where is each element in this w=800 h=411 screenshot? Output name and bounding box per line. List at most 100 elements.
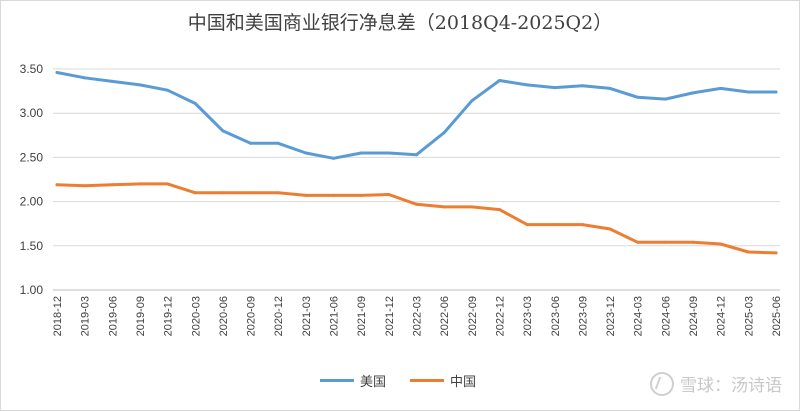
y-tick-label: 1.00: [20, 283, 44, 297]
data-point-china: [636, 240, 640, 244]
x-tick-label: 2020-06: [218, 296, 230, 336]
data-point-us: [249, 141, 253, 145]
snowball-logo-icon: [650, 371, 674, 396]
legend-item-china: 中国: [410, 371, 476, 390]
data-point-china: [608, 227, 612, 231]
data-point-us: [387, 151, 391, 155]
data-point-china: [553, 223, 557, 227]
data-point-china: [276, 191, 280, 195]
data-point-china: [304, 193, 308, 197]
data-point-us: [719, 86, 723, 90]
y-tick-label: 1.50: [20, 239, 44, 253]
x-tick-label: 2019-06: [107, 296, 119, 336]
x-tick-label: 2025-06: [771, 296, 783, 336]
x-tick-label: 2020-09: [246, 296, 258, 336]
x-tick-label: 2019-09: [135, 296, 147, 336]
data-point-china: [663, 240, 667, 244]
x-tick-label: 2019-03: [80, 296, 92, 336]
data-point-us: [83, 76, 87, 80]
watermark-text: 雪球：汤诗语: [680, 376, 782, 396]
x-tick-label: 2022-06: [439, 296, 451, 336]
series-line-us: [55, 71, 778, 160]
data-point-china: [691, 240, 695, 244]
x-tick-label: 2023-06: [550, 296, 562, 336]
data-point-china: [497, 208, 501, 212]
x-tick-label: 2024-06: [660, 296, 672, 336]
data-point-us: [332, 156, 336, 160]
y-tick-label: 2.00: [20, 195, 44, 209]
data-point-us: [608, 86, 612, 90]
data-point-us: [691, 91, 695, 95]
data-point-us: [663, 97, 667, 101]
data-point-us: [580, 84, 584, 88]
data-point-china: [746, 250, 750, 254]
data-point-us: [276, 141, 280, 145]
x-tick-label: 2018-12: [52, 296, 64, 336]
watermark: 雪球：汤诗语: [650, 371, 782, 396]
data-point-china: [138, 182, 142, 186]
data-point-china: [55, 183, 59, 187]
x-tick-label: 2020-03: [190, 296, 202, 336]
data-point-china: [774, 251, 778, 255]
x-tick-label: 2023-03: [522, 296, 534, 336]
data-point-china: [415, 202, 418, 206]
data-point-us: [359, 151, 363, 155]
x-tick-label: 2019-12: [163, 296, 175, 336]
legend-swatch-china: [410, 379, 445, 382]
y-tick-label: 2.50: [20, 150, 44, 164]
data-point-us: [553, 86, 557, 90]
data-point-us: [304, 151, 308, 155]
data-point-china: [221, 191, 225, 195]
x-tick-label: 2020-12: [273, 296, 285, 336]
data-point-china: [83, 184, 87, 188]
data-point-us: [138, 83, 142, 87]
data-point-china: [193, 191, 197, 195]
data-point-us: [746, 90, 750, 94]
y-tick-label: 3.00: [20, 106, 44, 120]
legend-item-us: 美国: [320, 371, 386, 390]
data-point-us: [110, 79, 114, 83]
data-point-china: [249, 191, 253, 195]
x-tick-label: 2023-09: [577, 296, 589, 336]
legend-label-china: 中国: [450, 375, 477, 390]
data-point-china: [525, 223, 529, 227]
x-tick-label: 2024-09: [688, 296, 700, 336]
y-tick-label: 3.50: [20, 62, 44, 76]
x-tick-label: 2022-12: [494, 296, 506, 336]
data-point-us: [415, 153, 418, 157]
data-point-china: [387, 193, 391, 197]
x-tick-label: 2021-03: [301, 296, 313, 336]
x-tick-label: 2025-03: [743, 296, 755, 336]
data-point-us: [774, 90, 778, 94]
data-point-us: [636, 95, 640, 99]
x-tick-label: 2023-12: [605, 296, 617, 336]
data-point-china: [719, 242, 723, 246]
x-tick-label: 2021-12: [384, 296, 396, 336]
x-tick-label: 2024-03: [633, 296, 645, 336]
data-point-china: [580, 223, 584, 227]
data-point-china: [166, 182, 170, 186]
data-point-us: [470, 99, 474, 103]
x-tick-label: 2021-09: [356, 296, 368, 336]
data-point-china: [359, 193, 363, 197]
data-point-us: [221, 129, 225, 133]
legend-label-us: 美国: [360, 375, 387, 390]
data-point-china: [442, 205, 446, 209]
data-point-us: [442, 131, 446, 135]
data-point-china: [332, 193, 336, 197]
x-tick-label: 2024-12: [716, 296, 728, 336]
legend: 美国 中国: [320, 371, 476, 390]
data-point-us: [497, 78, 501, 82]
data-point-us: [193, 101, 197, 105]
data-point-china: [470, 205, 474, 209]
series-line-china: [55, 182, 778, 255]
data-point-us: [166, 88, 170, 92]
chart-title: 中国和美国商业银行净息差（2018Q4-2025Q2）: [187, 12, 613, 34]
data-point-us: [55, 71, 59, 75]
legend-swatch-us: [320, 379, 354, 382]
data-point-china: [110, 183, 114, 187]
x-tick-label: 2022-09: [467, 296, 479, 336]
x-tick-label: 2021-06: [329, 296, 341, 336]
x-tick-label: 2022-03: [412, 296, 424, 336]
